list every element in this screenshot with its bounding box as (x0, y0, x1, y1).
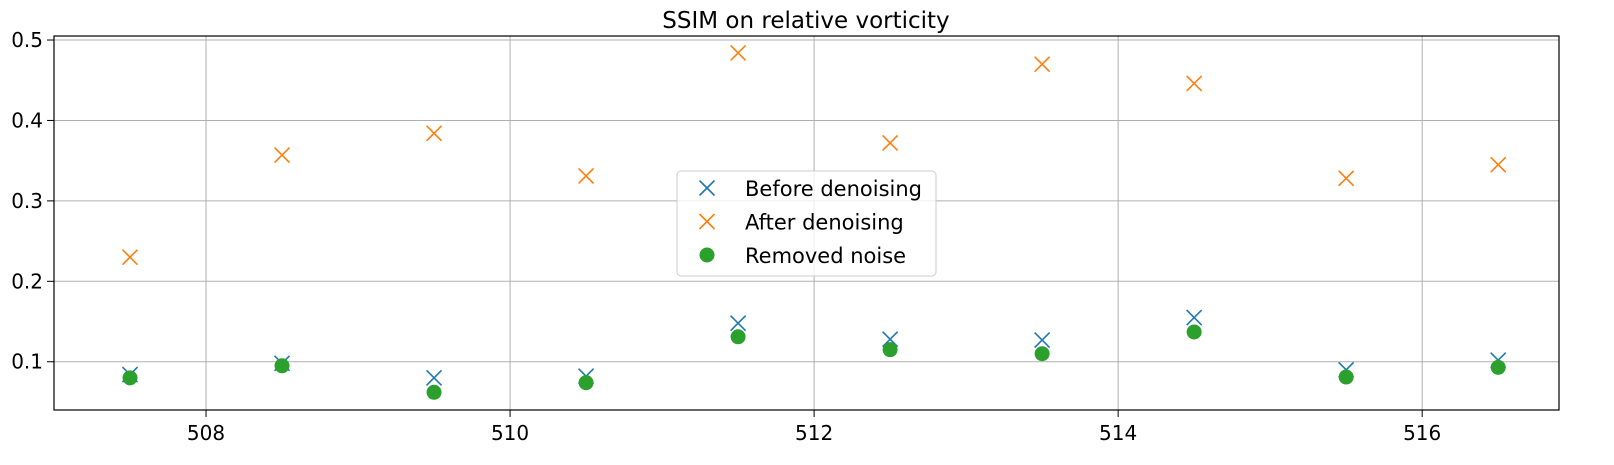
series-1 (121, 44, 1507, 266)
marker-stroke (425, 369, 443, 386)
marker-stroke (698, 179, 716, 197)
series-2 (122, 324, 1506, 400)
data-point (1034, 56, 1051, 73)
marker-stroke (1034, 331, 1051, 349)
data-point (122, 370, 138, 386)
data-point (425, 125, 443, 142)
marker-stroke (1186, 75, 1203, 92)
marker-stroke (578, 167, 595, 185)
legend: Before denoising After denoising Removed n… (676, 170, 937, 277)
marker-stroke (1490, 156, 1507, 173)
data-point (730, 329, 746, 345)
data-point (882, 342, 898, 358)
data-point (1034, 346, 1050, 362)
data-point (121, 249, 139, 266)
data-point (730, 315, 747, 332)
marker-stroke (121, 249, 139, 266)
data-point (882, 134, 899, 152)
y-tick-label: 0.4 (11, 108, 43, 132)
legend-label: Before denoising (745, 177, 922, 201)
grid-lines (54, 36, 1559, 410)
chart-title: SSIM on relative vorticity (662, 8, 949, 34)
plot-frame (53, 35, 1560, 411)
axis-ticks: 508 510 512 514 516 0.1 0.2 0.3 0.4 0.5 (11, 28, 1441, 445)
marker-stroke (730, 315, 747, 332)
x-tick-label: 516 (1403, 421, 1441, 445)
data-point (730, 44, 747, 61)
legend-marker (698, 213, 716, 230)
data-marks (121, 44, 1507, 400)
x-tick-label: 514 (1099, 421, 1137, 445)
data-point (1490, 156, 1507, 173)
marker-stroke (1034, 56, 1051, 73)
legend-label: After denoising (745, 211, 904, 235)
y-tick-label: 0.1 (11, 350, 43, 374)
x-tick-label: 512 (795, 421, 833, 445)
marker-stroke (1338, 170, 1355, 187)
y-tick-label: 0.5 (11, 28, 43, 52)
data-point (273, 146, 291, 164)
legend-marker (699, 247, 715, 263)
data-point (1490, 359, 1506, 375)
legend-marker (698, 179, 716, 197)
marker-stroke (882, 134, 899, 152)
marker-stroke (1186, 309, 1203, 326)
x-tick-label: 510 (491, 421, 529, 445)
data-point (1338, 369, 1354, 385)
x-tick-label: 508 (187, 421, 225, 445)
data-point (1338, 170, 1355, 187)
legend-box (676, 170, 937, 277)
data-point (1186, 309, 1203, 326)
legend-label: Removed noise (745, 244, 906, 268)
marker-stroke (730, 44, 747, 61)
y-tick-label: 0.2 (11, 269, 43, 293)
data-point (578, 167, 595, 185)
y-tick-label: 0.3 (11, 189, 43, 213)
marker-stroke (698, 213, 716, 230)
data-point (425, 369, 443, 386)
data-point (274, 358, 290, 374)
data-point (1186, 75, 1203, 92)
marker-stroke (425, 125, 443, 142)
data-point (426, 384, 442, 400)
data-point (578, 375, 594, 391)
data-point (1186, 324, 1202, 340)
marker-stroke (273, 146, 291, 164)
data-point (1034, 331, 1051, 349)
